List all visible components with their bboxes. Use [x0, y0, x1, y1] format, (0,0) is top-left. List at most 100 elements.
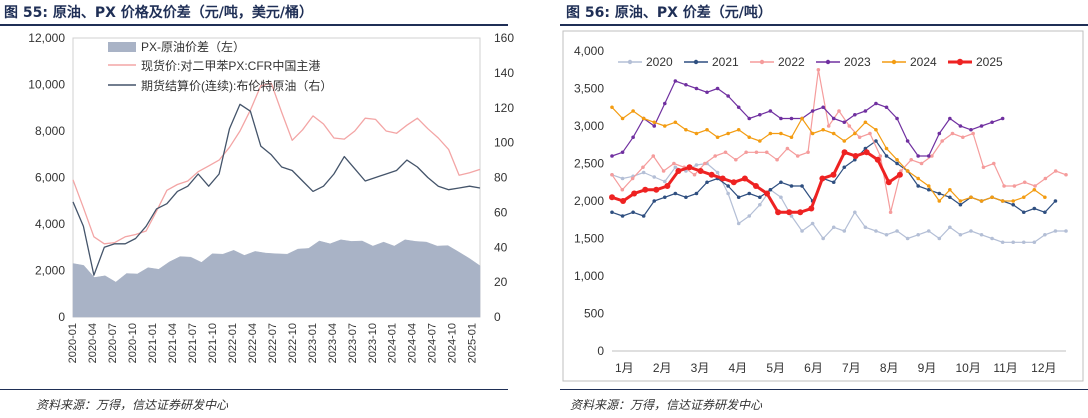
- series-2023-point: [916, 154, 920, 158]
- x-tick-label: 4月: [729, 361, 748, 375]
- x-tick-label: 6月: [804, 361, 823, 375]
- series-2021-point: [768, 187, 773, 192]
- right-y-tick-label: 140: [494, 66, 514, 80]
- x-tick-label: 2021-01: [147, 323, 159, 363]
- series-2021-point: [736, 195, 741, 200]
- legend-2025-label: 2025: [976, 55, 1003, 69]
- series-2022-point: [672, 161, 676, 166]
- series-2024-point: [958, 199, 963, 203]
- series-2020-point: [821, 236, 825, 241]
- series-2022-point: [1002, 184, 1006, 188]
- x-tick-label: 1月: [615, 361, 634, 375]
- legend-2024-label: 2024: [910, 55, 937, 69]
- legend-2024-marker: [891, 59, 897, 65]
- series-2022-point: [1043, 176, 1048, 181]
- series-2023-line: [611, 80, 1003, 157]
- series-2025-point: [741, 175, 748, 182]
- x-tick-label: 2月: [653, 361, 672, 375]
- series-2024-point: [789, 135, 794, 140]
- series-2024-point: [1011, 199, 1016, 203]
- series-2023-point: [831, 116, 836, 121]
- series-2020-point: [747, 214, 752, 218]
- figure-56-source: 资料来源：万得，信达证券研发中心: [570, 398, 763, 412]
- y-tick-label: 3,500: [574, 82, 604, 96]
- figure-56-title: 图 56: 原油、PX 价差（元/吨）: [566, 5, 772, 21]
- series-2022-point: [661, 169, 666, 173]
- left-y-tick-label: 8,000: [35, 124, 65, 138]
- chart-56: 05001,0001,5002,0002,5003,0003,5004,000 …: [562, 30, 1084, 382]
- series-2023-point: [884, 105, 889, 110]
- x-tick-label: 2021-04: [167, 323, 179, 363]
- series-2024-point: [863, 120, 868, 125]
- series-2020-point: [1000, 240, 1005, 245]
- series-2025-point: [686, 164, 693, 171]
- series-2023-point: [758, 112, 762, 117]
- series-2023-point: [810, 109, 815, 113]
- series-2025-point: [708, 171, 715, 178]
- series-2020-point: [789, 214, 794, 218]
- series-2021-point: [1021, 210, 1026, 215]
- y-tick-label: 500: [584, 307, 604, 321]
- series-2024-point: [673, 120, 678, 125]
- legend-2021-marker: [693, 59, 699, 65]
- legend-brent-label: 期货结算价(连续):布伦特原油（右）: [141, 78, 332, 93]
- series-2020-point: [779, 195, 783, 200]
- series-2024-point: [684, 127, 688, 132]
- series-2024-point: [610, 105, 614, 110]
- series-2022-point: [641, 165, 645, 170]
- right-y-tick-label: 20: [494, 275, 508, 289]
- series-2022-point: [630, 176, 635, 181]
- y-tick-label: 1,500: [574, 232, 604, 246]
- series-2021-point: [705, 180, 709, 185]
- series-2022-point: [744, 150, 748, 155]
- x-tick-label: 2022-10: [287, 323, 299, 363]
- series-2020-point: [969, 229, 973, 233]
- series-2022-point: [1053, 169, 1058, 173]
- series-2025-point: [819, 175, 826, 182]
- series-2021-point: [1032, 206, 1037, 211]
- figure-56-title-rule: [560, 24, 1088, 26]
- x-tick-label: 2024-07: [427, 323, 439, 363]
- series-2025-point: [786, 209, 793, 216]
- series-2020-point: [863, 225, 868, 230]
- series-2025-point: [896, 171, 903, 178]
- series-2023-point: [620, 150, 625, 155]
- figure-55-source: 资料来源：万得，信达证券研发中心: [36, 398, 229, 412]
- series-2025-point: [730, 179, 737, 186]
- series-2021-point: [884, 154, 889, 158]
- series-2023-point: [631, 135, 635, 140]
- series-2020-point: [831, 225, 836, 230]
- series-2020-point: [1064, 229, 1068, 233]
- series-2024-point: [926, 184, 931, 188]
- x-tick-label: 2022-01: [227, 323, 239, 363]
- series-2025-point: [664, 183, 671, 189]
- series-2021-point: [673, 191, 678, 196]
- series-2025-point: [775, 209, 782, 216]
- series-2023-point: [948, 116, 952, 121]
- chart-55: 0 2,000 4,000 6,000 8,000 10,000 12,000 0 20 40 6…: [28, 31, 514, 363]
- series-2020-point: [948, 225, 952, 230]
- legend-spread-swatch: [108, 42, 136, 52]
- series-2024-point: [631, 109, 635, 113]
- series-2023-point: [662, 101, 667, 106]
- series-2023-point: [789, 116, 794, 121]
- series-2025-point: [764, 190, 771, 197]
- series-2023-point: [926, 154, 931, 158]
- series-2022-point: [919, 161, 924, 166]
- series-2025-point: [808, 205, 815, 212]
- legend-2021-label: 2021: [712, 55, 739, 69]
- series-2023-point: [715, 86, 720, 91]
- series-2020-point: [736, 221, 741, 226]
- series-2022-point: [610, 172, 614, 177]
- y-tick-label: 2,500: [574, 157, 604, 171]
- series-2020-point: [842, 229, 847, 233]
- series-2023-point: [610, 154, 614, 158]
- series-2024-point: [694, 131, 699, 136]
- x-tick-label: 2022-07: [267, 323, 279, 363]
- y-tick-label: 2,000: [574, 194, 604, 208]
- series-2024-point: [990, 195, 994, 200]
- legend-2022-label: 2022: [778, 55, 805, 69]
- series-2023-point: [853, 112, 857, 117]
- series-2021-point: [758, 195, 762, 200]
- series-2025-point: [797, 209, 804, 216]
